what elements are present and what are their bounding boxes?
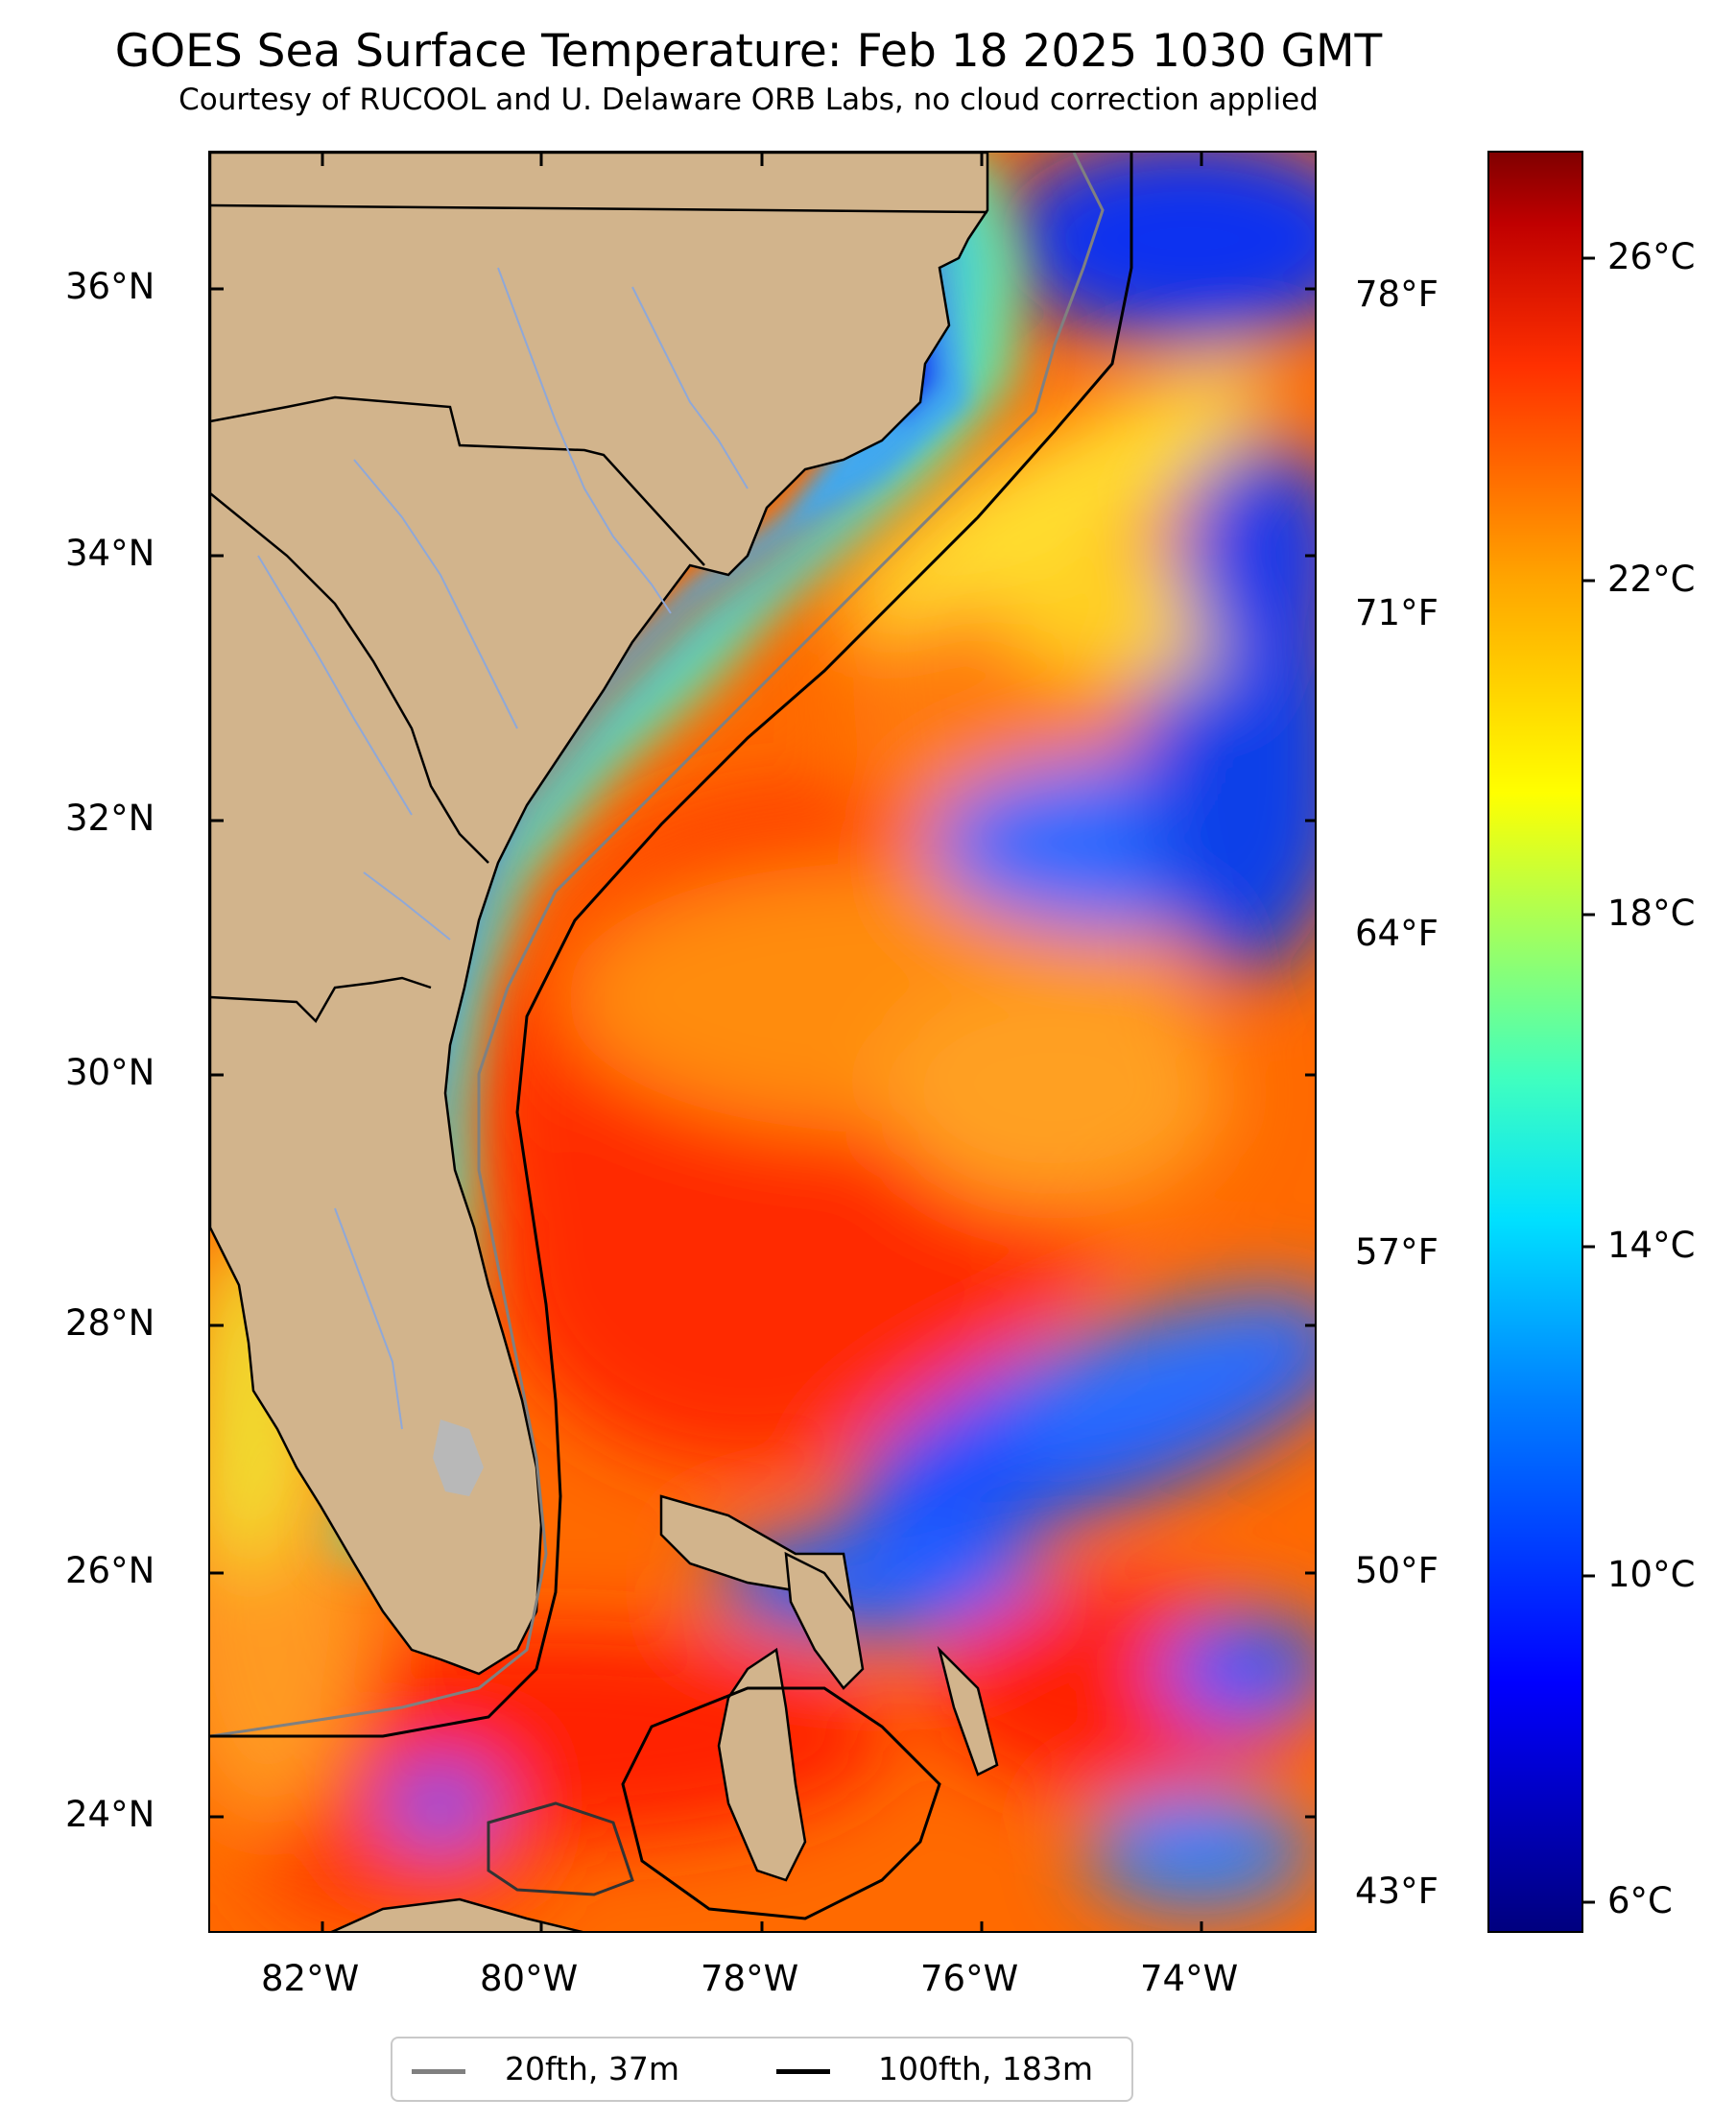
isobaths [210,153,1133,1920]
lat-label-24n: 24°N [65,1794,155,1835]
lon-label-80w: 80°W [480,1958,579,1999]
abaco-island [784,1551,865,1690]
lon-label-78w: 78°W [701,1958,799,1999]
map-frame-ticks [210,153,1315,1931]
lat-label-28n: 28°N [65,1302,155,1344]
rivers [257,267,749,1430]
us-mainland [210,153,989,1676]
colorbar-label-18c: 18°C [1607,893,1696,934]
lat-label-36n: 36°N [65,266,155,307]
legend-swatch-100fth [776,2069,830,2074]
isobath-bahamas-100fth [621,1686,941,1920]
land-masses [210,153,999,1931]
colorbar-label-22c: 22°C [1607,559,1696,600]
legend-label-20fth: 20fth, 37m [505,2050,679,2087]
temp-label-57f: 57°F [1355,1231,1439,1273]
isobath-legend: 20fth, 37m 100fth, 183m [391,2037,1133,2102]
isobath-20fth [210,153,1105,1738]
isobath-100fth [210,153,1133,1738]
colorbar-label-26c: 26°C [1607,236,1696,277]
colorbar-label-14c: 14°C [1607,1225,1696,1266]
colorbar-label-10c: 10°C [1607,1554,1696,1595]
lat-label-30n: 30°N [65,1052,155,1093]
legend-swatch-20fth [412,2069,465,2074]
sst-map [208,151,1317,1933]
colorbar-label-6c: 6°C [1607,1880,1673,1921]
cuba-coast [330,1897,583,1931]
temp-label-78f: 78°F [1355,274,1439,315]
lat-label-32n: 32°N [65,798,155,839]
temp-label-64f: 64°F [1355,913,1439,954]
map-title: GOES Sea Surface Temperature: Feb 18 202… [114,25,1383,78]
legend-label-100fth: 100fth, 183m [878,2050,1093,2087]
temp-label-50f: 50°F [1355,1550,1439,1591]
lake-okeechobee [433,1419,484,1496]
lon-label-82w: 82°W [261,1958,360,1999]
temperature-colorbar [1487,151,1583,1933]
lat-label-26n: 26°N [65,1550,155,1591]
lon-label-74w: 74°W [1140,1958,1239,1999]
colorbar-ticks [1583,256,1595,1904]
map-subtitle: Courtesy of RUCOOL and U. Delaware ORB L… [178,83,1319,117]
isobath-cay-sal [487,1801,634,1896]
temp-label-71f: 71°F [1355,592,1439,633]
temp-label-43f: 43°F [1355,1871,1439,1912]
state-borders [210,203,988,1024]
eleuthera-island [937,1645,999,1776]
lon-label-76w: 76°W [920,1958,1019,1999]
lat-label-34n: 34°N [65,533,155,574]
